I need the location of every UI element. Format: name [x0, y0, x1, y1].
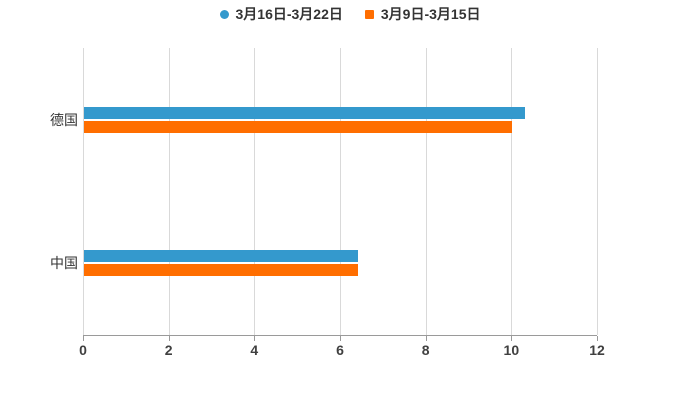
gridline: [340, 48, 341, 335]
gridline: [168, 48, 170, 335]
legend-circle-marker-icon: [219, 9, 229, 19]
legend-label: 3月16日-3月22日: [235, 6, 343, 22]
plot-area: 0 2 4 6 8 10 12 德国中国: [50, 48, 605, 358]
legend-item-week1[interactable]: 3月9日-3月15日: [364, 5, 481, 23]
x-axis-tick-label: 6: [336, 342, 344, 358]
legend-label: 3月9日-3月15日: [380, 6, 481, 22]
x-axis-tick: [168, 336, 170, 341]
x-axis-tick: [511, 336, 513, 341]
legend-square-marker-icon: [364, 9, 374, 19]
x-axis-tick: [83, 336, 84, 341]
legend: 3月16日-3月22日 3月9日-3月15日: [0, 4, 700, 24]
bar-series1-中国: [84, 250, 359, 263]
y-axis-category-label: 德国: [50, 111, 78, 128]
x-axis-tick: [425, 336, 427, 341]
gridline: [83, 48, 84, 335]
gridline: [254, 48, 256, 335]
x-axis-tick-label: 2: [164, 342, 173, 358]
gridline: [597, 48, 598, 335]
legend-item-week2[interactable]: 3月16日-3月22日: [219, 5, 343, 23]
x-axis-tick-label: 8: [421, 342, 430, 358]
x-axis-tick: [340, 336, 341, 341]
x-axis-tick: [254, 336, 256, 341]
x-axis-tick-label: 10: [503, 342, 520, 358]
x-axis-tick-label: 0: [79, 342, 87, 358]
y-axis-category-label: 中国: [50, 255, 78, 272]
x-axis-tick-label: 12: [589, 342, 605, 358]
bar-series2-中国: [84, 264, 359, 277]
x-axis-tick-label: 4: [250, 342, 259, 358]
gridline: [511, 48, 513, 335]
x-axis-tick: [597, 336, 598, 341]
bar-series2-德国: [84, 120, 513, 133]
gridline: [425, 48, 427, 335]
bar-series1-德国: [84, 106, 526, 119]
